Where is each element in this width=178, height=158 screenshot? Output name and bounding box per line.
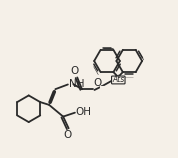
Text: NH: NH <box>69 79 84 88</box>
Text: O: O <box>64 130 72 140</box>
FancyBboxPatch shape <box>106 87 119 95</box>
Polygon shape <box>95 51 123 76</box>
FancyBboxPatch shape <box>112 76 125 84</box>
Text: O: O <box>70 67 78 76</box>
Text: Ats: Ats <box>112 76 124 85</box>
Polygon shape <box>115 51 143 76</box>
Text: OH: OH <box>76 107 92 117</box>
Text: O: O <box>93 78 101 88</box>
Text: Ats: Ats <box>106 86 119 95</box>
